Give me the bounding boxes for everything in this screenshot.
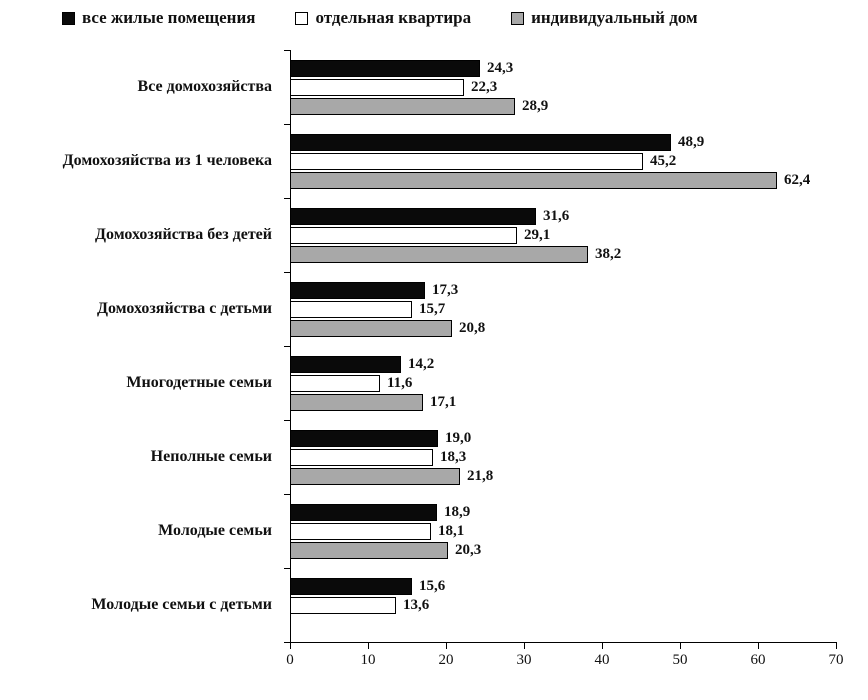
legend-label-separate-apartment: отдельная квартира	[315, 8, 472, 27]
x-axis-tick-label: 70	[828, 652, 844, 668]
category-label: Молодые семьи с детьми	[91, 596, 272, 613]
x-axis	[290, 642, 837, 643]
bar-отдельная квартира	[290, 375, 380, 392]
value-label: 18,1	[438, 523, 465, 539]
bar-индивидуальный дом	[290, 98, 515, 115]
bar-отдельная квартира	[290, 79, 464, 96]
x-axis-tick	[446, 643, 447, 649]
x-axis-tick-label: 10	[360, 652, 376, 668]
value-label: 11,6	[387, 375, 413, 391]
y-axis-tick	[284, 198, 290, 199]
bar-все жилые помещения	[290, 504, 437, 521]
bar-индивидуальный дом	[290, 172, 777, 189]
legend-label-individual-house: индивидуальный дом	[531, 8, 698, 27]
y-axis-tick	[284, 568, 290, 569]
legend-swatch-individual-house	[511, 11, 525, 25]
x-axis-tick	[836, 643, 837, 649]
x-axis-tick	[680, 643, 681, 649]
category-label: Домохозяйства из 1 человека	[62, 152, 272, 169]
value-label: 48,9	[678, 134, 705, 150]
legend-item-all-dwellings: все жилые помещения	[62, 8, 255, 28]
y-axis-tick	[284, 346, 290, 347]
x-axis-tick-label: 60	[750, 652, 766, 668]
value-label: 20,8	[459, 320, 486, 336]
value-label: 28,9	[522, 98, 549, 114]
y-axis-tick	[284, 494, 290, 495]
x-axis-tick	[602, 643, 603, 649]
value-label: 15,6	[419, 578, 446, 594]
value-label: 17,1	[430, 394, 457, 410]
x-axis-tick-label: 20	[438, 652, 454, 668]
y-axis-tick	[284, 124, 290, 125]
value-label: 31,6	[543, 208, 570, 224]
bar-все жилые помещения	[290, 60, 480, 77]
legend-item-individual-house: индивидуальный дом	[511, 8, 698, 28]
bar-отдельная квартира	[290, 449, 433, 466]
x-axis-tick	[368, 643, 369, 649]
x-axis-tick-label: 0	[286, 652, 294, 668]
value-label: 20,3	[455, 542, 482, 558]
value-label: 19,0	[445, 430, 472, 446]
bar-все жилые помещения	[290, 578, 412, 595]
x-axis-tick	[758, 643, 759, 649]
bar-индивидуальный дом	[290, 468, 460, 485]
y-axis-tick	[284, 642, 290, 643]
bar-все жилые помещения	[290, 134, 671, 151]
bar-все жилые помещения	[290, 430, 438, 447]
value-label: 17,3	[432, 282, 459, 298]
value-label: 38,2	[595, 246, 622, 262]
value-label: 15,7	[419, 301, 446, 317]
value-label: 18,3	[440, 449, 467, 465]
bar-индивидуальный дом	[290, 394, 423, 411]
bar-отдельная квартира	[290, 301, 412, 318]
legend-item-separate-apartment: отдельная квартира	[295, 8, 471, 28]
x-axis-tick	[290, 643, 291, 649]
category-label: Домохозяйства с детьми	[96, 300, 272, 317]
value-label: 22,3	[471, 79, 498, 95]
category-label: Многодетные семьи	[126, 374, 272, 391]
value-label: 62,4	[784, 172, 811, 188]
bar-все жилые помещения	[290, 282, 425, 299]
y-axis-tick	[284, 420, 290, 421]
y-axis-tick	[284, 272, 290, 273]
value-label: 14,2	[408, 356, 435, 372]
y-axis	[290, 50, 291, 642]
legend-swatch-all-dwellings	[62, 11, 75, 25]
value-label: 29,1	[524, 227, 551, 243]
x-axis-tick-label: 40	[594, 652, 610, 668]
legend-label-all-dwellings: все жилые помещения	[82, 8, 256, 27]
bar-отдельная квартира	[290, 227, 517, 244]
chart-legend: все жилые помещения отдельная квартира инд…	[62, 8, 698, 28]
bar-все жилые помещения	[290, 208, 536, 225]
value-label: 45,2	[650, 153, 677, 169]
bar-индивидуальный дом	[290, 246, 588, 263]
category-label: Молодые семьи	[158, 522, 272, 539]
bar-индивидуальный дом	[290, 320, 452, 337]
x-axis-tick-label: 50	[672, 652, 688, 668]
value-label: 13,6	[403, 597, 430, 613]
bar-индивидуальный дом	[290, 542, 448, 559]
y-axis-tick	[284, 50, 290, 51]
category-label: Неполные семьи	[150, 448, 272, 465]
value-label: 21,8	[467, 468, 494, 484]
legend-swatch-separate-apartment	[295, 11, 309, 25]
bar-отдельная квартира	[290, 523, 431, 540]
x-axis-tick-label: 30	[516, 652, 532, 668]
category-label: Все домохозяйства	[137, 78, 272, 95]
bar-отдельная квартира	[290, 153, 643, 170]
x-axis-tick	[524, 643, 525, 649]
bar-отдельная квартира	[290, 597, 396, 614]
value-label: 18,9	[444, 504, 471, 520]
bar-все жилые помещения	[290, 356, 401, 373]
category-label: Домохозяйства без детей	[95, 226, 272, 243]
value-label: 24,3	[487, 60, 514, 76]
